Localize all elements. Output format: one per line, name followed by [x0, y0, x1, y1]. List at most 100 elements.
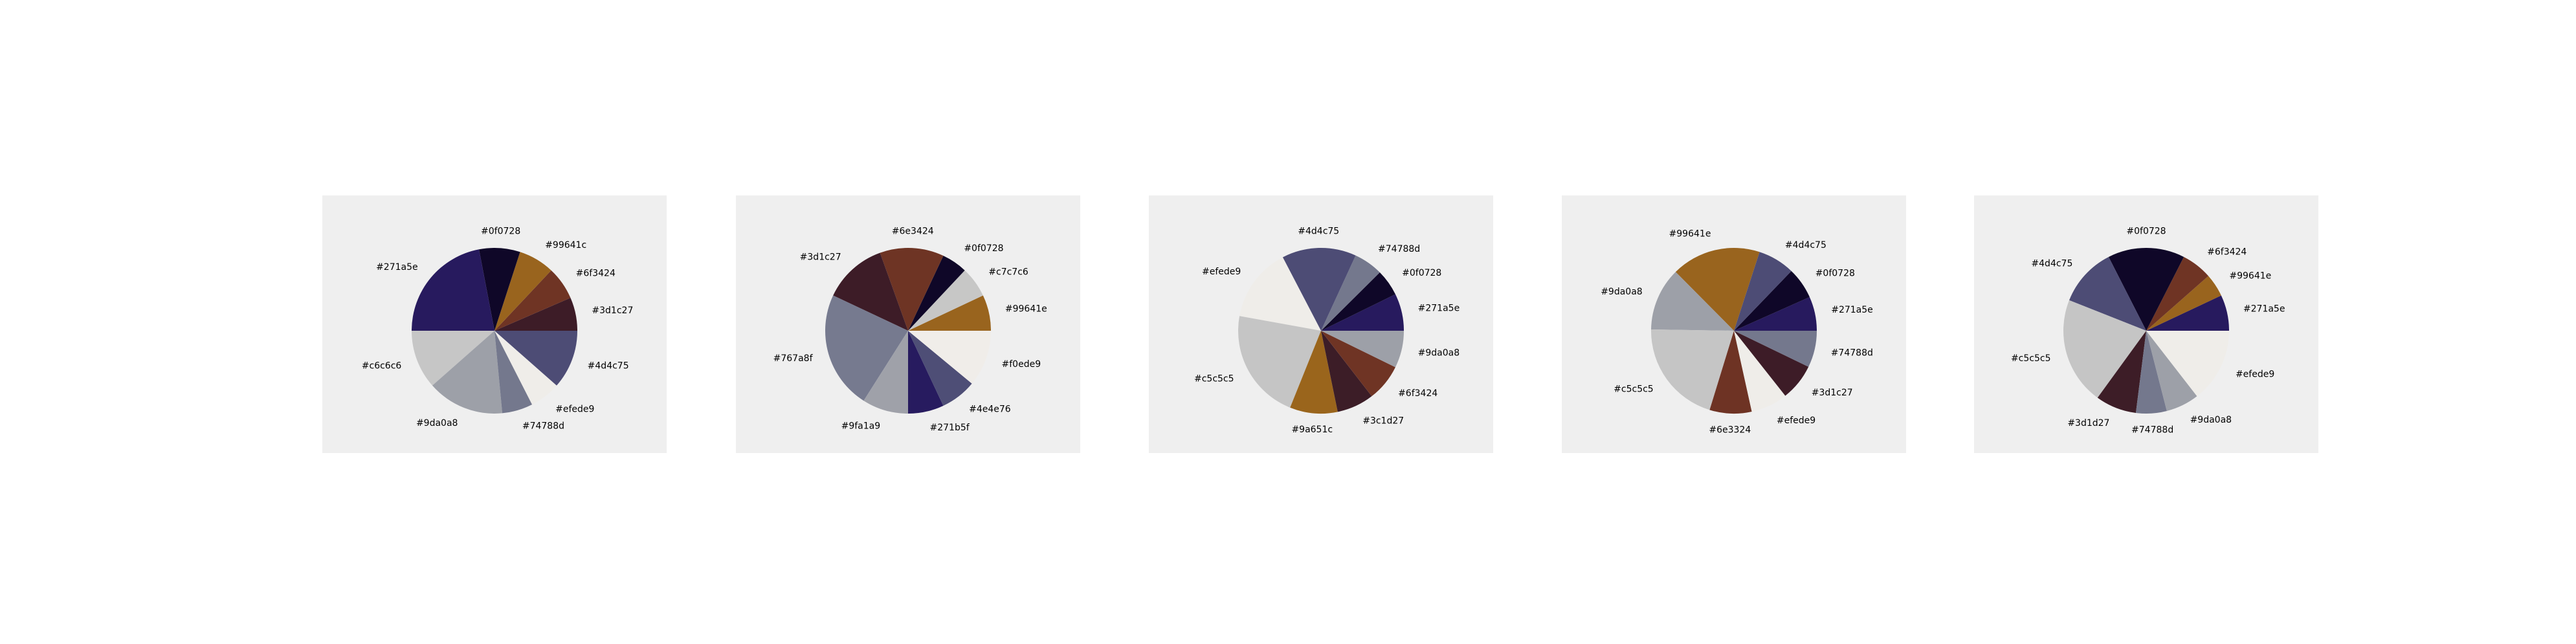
slice-label: #0f0728 — [1815, 269, 1855, 279]
slice-label: #271a5e — [1418, 303, 1460, 313]
pie-chart-1: #3d1c27 #6f3424 #99641c #0f0728 #271a5e #c6c6… — [322, 195, 667, 453]
slice-label: #99641e — [1669, 229, 1711, 239]
pie-slice-74788d — [494, 331, 533, 414]
slice-label: #271a5e — [1831, 305, 1873, 315]
pie-slice-c5c5c5 — [2063, 300, 2146, 398]
pie-slice-271a5e — [2146, 295, 2229, 331]
pie-slice-4d4c75 — [1734, 252, 1792, 331]
pie-slice-4d4c75 — [1282, 247, 1356, 331]
pie-slice-9a651c — [1290, 331, 1338, 414]
slice-label: #0f0728 — [481, 227, 520, 237]
slice-label: #6f3424 — [576, 269, 616, 279]
pie-slice-99641e — [908, 295, 991, 331]
pie-slice-74788d — [1321, 255, 1380, 331]
pie-slice-3d1c27 — [1734, 331, 1809, 396]
slice-label: #74788d — [2131, 425, 2173, 435]
slice-label: #4d4c75 — [588, 361, 629, 371]
slice-label: #c5c5c5 — [2011, 353, 2051, 364]
slice-label: #c5c5c5 — [1194, 373, 1234, 384]
pie-slice-c6c6c6 — [412, 331, 494, 386]
pie-slice-271a5e — [1321, 294, 1404, 331]
pie-slice-0f0728 — [908, 256, 965, 331]
pie-slice-767a8f — [825, 295, 908, 401]
slice-label: #3d1c27 — [592, 305, 633, 316]
slice-label: #271a5e — [2243, 304, 2285, 314]
pie-slice-6e3324 — [1709, 331, 1752, 414]
slice-label: #9da0a8 — [1418, 348, 1460, 359]
slice-label: #efede9 — [555, 404, 594, 414]
pie-slice-c5c5c5 — [1651, 329, 1734, 410]
pie-slice-4d4c75 — [494, 331, 577, 386]
pie-slice-3d1d27 — [2097, 331, 2146, 413]
pie-slice-3c1d27 — [1321, 331, 1372, 412]
slice-label: #efede9 — [2236, 370, 2274, 380]
slice-label: #74788d — [1831, 348, 1873, 358]
slice-label: #9da0a8 — [416, 418, 458, 428]
pie-slice-271a5e — [412, 249, 494, 331]
pie-slice-6f3424 — [2146, 256, 2209, 331]
pie-slice-99641e — [1675, 247, 1760, 331]
pie-slice-0f0728 — [479, 248, 520, 331]
pie-slice-6e3424 — [880, 248, 944, 331]
slice-label: #c6c6c6 — [362, 361, 402, 371]
slice-label: #efede9 — [1777, 416, 1815, 426]
slice-label: #c7c7c6 — [988, 267, 1028, 278]
pie-slice-6f3424 — [494, 270, 571, 331]
pie-chart-3: #271a5e #0f0728 #74788d #4d4c75 #efede9 #c5c5… — [1149, 195, 1493, 453]
pie-slice-99641e — [494, 252, 551, 331]
pie-slice-c5c5c5 — [1238, 316, 1321, 408]
slice-label: #0f0728 — [2126, 226, 2166, 236]
pie-slice-74788d — [1734, 331, 1817, 367]
slice-label: #9fa1a9 — [841, 421, 881, 432]
slice-label: #4d4c75 — [1298, 226, 1339, 236]
pie-chart-5: #271a5e #99641e #6f3424 #0f0728 #4d4c75 #c5c5… — [1974, 195, 2318, 453]
pie-slice-271a5e — [1734, 296, 1817, 331]
slice-label: #6f3424 — [2207, 247, 2247, 258]
pie-slice-4d4c75 — [2069, 256, 2146, 331]
slice-label: #271b5f — [930, 423, 970, 433]
slice-label: #74788d — [522, 421, 564, 432]
slice-label: #0f0728 — [964, 243, 1003, 254]
pie-slice-efede9 — [494, 331, 557, 405]
slice-label: #9da0a8 — [2190, 415, 2232, 425]
slice-label: #99641e — [1005, 304, 1047, 314]
slice-label: #6e3424 — [892, 227, 934, 237]
pie-slice-9da0a8 — [1651, 272, 1734, 331]
pie-slice-9fa1a9 — [863, 331, 908, 414]
pie-chart-2: #99641e #c7c7c6 #0f0728 #6e3424 #3d1c27 #767a… — [736, 195, 1080, 453]
pie-slice-99641e — [2146, 276, 2221, 331]
pie-slice-0f0728 — [1321, 272, 1395, 331]
pie-slice-efede9 — [1239, 257, 1321, 331]
slice-label: #efede9 — [1202, 267, 1241, 277]
slice-label: #f0ede9 — [1002, 359, 1041, 370]
pie-slice-9da0a8 — [432, 331, 503, 414]
slice-label: #74788d — [1378, 244, 1420, 254]
pie-slice-3d1c27 — [833, 252, 908, 331]
slice-label: #99641e — [2229, 271, 2271, 282]
slice-label: #4e4e76 — [969, 404, 1011, 414]
pie-slice-0f0728 — [1734, 271, 1810, 331]
slice-label: #99641c — [545, 240, 586, 250]
slice-label: #4d4c75 — [2031, 259, 2072, 269]
pie-slice-74788d — [2135, 331, 2167, 414]
slice-label: #9da0a8 — [1601, 287, 1643, 297]
slice-label: #3c1d27 — [1362, 416, 1404, 427]
pie-slice-f0ede9 — [908, 331, 991, 384]
slice-label: #9a651c — [1291, 425, 1333, 435]
slice-label: #0f0728 — [1402, 268, 1441, 278]
slice-label: #4d4c75 — [1785, 240, 1827, 250]
slice-label: #6f3424 — [1398, 388, 1438, 399]
pie-slice-3d1c27 — [494, 298, 577, 331]
pie-slice-0f0728 — [2108, 247, 2184, 331]
pie-slice-efede9 — [1734, 331, 1786, 412]
pie-slice-4e4e76 — [908, 331, 972, 406]
slice-label: #767a8f — [773, 353, 814, 364]
slice-label: #3d1d27 — [2067, 418, 2109, 428]
pie-chart-4: #271a5e #0f0728 #4d4c75 #99641e #9da0a8 #c5c5… — [1562, 195, 1906, 453]
pie-slice-9da0a8 — [1321, 331, 1404, 368]
slice-label: #3d1c27 — [800, 252, 841, 262]
pie-slice-9da0a8 — [2146, 331, 2197, 411]
slice-label: #271a5e — [376, 262, 418, 272]
pie-slice-271b5f — [908, 331, 944, 414]
